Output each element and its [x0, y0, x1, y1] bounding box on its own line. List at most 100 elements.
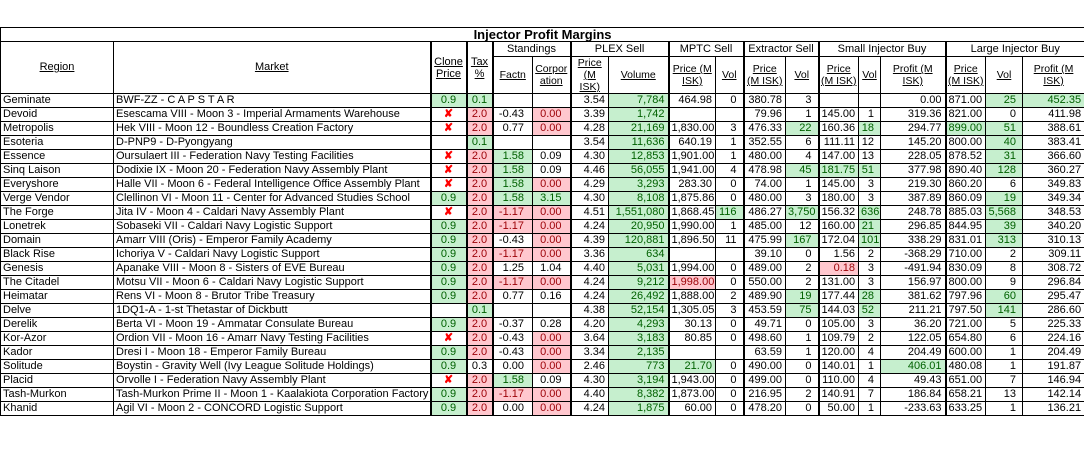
- cell-market[interactable]: Agil VI - Moon 2 - CONCORD Logistic Supp…: [114, 402, 431, 416]
- cell-extractor-vol[interactable]: 0: [786, 318, 819, 332]
- cell-mptc-vol[interactable]: [716, 346, 744, 360]
- cell-plex-volume[interactable]: 21,169: [609, 122, 669, 136]
- cell-market[interactable]: Apanake VIII - Moon 8 - Sisters of EVE B…: [114, 262, 431, 276]
- cell-extractor-vol[interactable]: 75: [786, 304, 819, 318]
- cell-small-profit-misk[interactable]: -491.94: [881, 262, 946, 276]
- cell-extractor-vol[interactable]: 3,750: [786, 206, 819, 220]
- cell-mptc-price-misk[interactable]: 464.98: [669, 94, 716, 108]
- cell-small-vol[interactable]: 52: [859, 304, 881, 318]
- cell-small-vol[interactable]: 3: [859, 318, 881, 332]
- group-header-mptc-sell[interactable]: MPTC Sell: [669, 42, 744, 57]
- cell-plex-volume[interactable]: 4,293: [609, 318, 669, 332]
- cell-region[interactable]: The Citadel: [1, 276, 114, 290]
- cell-large-vol[interactable]: 19: [986, 192, 1023, 206]
- cell-plex-volume[interactable]: 120,881: [609, 234, 669, 248]
- cell-tax-pct[interactable]: 2.0: [467, 150, 493, 164]
- cell-plex-price-misk[interactable]: 3.39: [571, 108, 609, 122]
- cell-small-vol[interactable]: 21: [859, 220, 881, 234]
- cell-plex-price-misk[interactable]: 3.34: [571, 346, 609, 360]
- cell-extractor-vol[interactable]: 1: [786, 108, 819, 122]
- cell-plex-volume[interactable]: 8,382: [609, 388, 669, 402]
- cell-standing-corporation[interactable]: 0.00: [533, 360, 571, 374]
- cell-tax-pct[interactable]: 2.0: [467, 220, 493, 234]
- cell-plex-volume[interactable]: 12,853: [609, 150, 669, 164]
- cell-plex-volume[interactable]: 3,183: [609, 332, 669, 346]
- cell-plex-price-misk[interactable]: 4.20: [571, 318, 609, 332]
- cell-region[interactable]: Devoid: [1, 108, 114, 122]
- cell-small-profit-misk[interactable]: 406.01: [881, 360, 946, 374]
- cell-mptc-price-misk[interactable]: 1,994.00: [669, 262, 716, 276]
- cell-large-vol[interactable]: 31: [986, 150, 1023, 164]
- cell-large-price-misk[interactable]: 797.50: [946, 304, 986, 318]
- cell-clone-price[interactable]: 0.9: [431, 220, 467, 234]
- cell-small-vol[interactable]: 1: [859, 360, 881, 374]
- cell-extractor-vol[interactable]: 3: [786, 192, 819, 206]
- cell-large-profit-misk[interactable]: 349.83: [1023, 178, 1084, 192]
- cell-large-vol[interactable]: 13: [986, 388, 1023, 402]
- cell-standing-corporation[interactable]: 0.00: [533, 220, 571, 234]
- cell-region[interactable]: Kor-Azor: [1, 332, 114, 346]
- cell-standing-faction[interactable]: 1.58: [493, 164, 533, 178]
- cell-standing-corporation[interactable]: 1.04: [533, 262, 571, 276]
- cell-plex-price-misk[interactable]: 4.29: [571, 178, 609, 192]
- cell-plex-volume[interactable]: 8,108: [609, 192, 669, 206]
- cell-small-price-misk[interactable]: 172.04: [819, 234, 859, 248]
- cell-standing-corporation[interactable]: 0.00: [533, 388, 571, 402]
- cell-small-profit-misk[interactable]: 377.98: [881, 164, 946, 178]
- cell-tax-pct[interactable]: 2.0: [467, 276, 493, 290]
- cell-large-profit-misk[interactable]: 411.98: [1023, 108, 1084, 122]
- cell-large-price-misk[interactable]: 800.00: [946, 136, 986, 150]
- cell-clone-price[interactable]: ✘: [431, 150, 467, 164]
- cell-large-vol[interactable]: 128: [986, 164, 1023, 178]
- cell-small-vol[interactable]: 18: [859, 122, 881, 136]
- cell-small-profit-misk[interactable]: 219.30: [881, 178, 946, 192]
- cell-large-profit-misk[interactable]: 452.35: [1023, 94, 1084, 108]
- cell-extractor-price-misk[interactable]: 480.00: [744, 150, 786, 164]
- cell-clone-price[interactable]: [431, 304, 467, 318]
- cell-tax-pct[interactable]: 0.1: [467, 94, 493, 108]
- cell-extractor-vol[interactable]: 45: [786, 164, 819, 178]
- cell-plex-price-misk[interactable]: 4.24: [571, 220, 609, 234]
- cell-standing-corporation[interactable]: 0.00: [533, 178, 571, 192]
- cell-plex-price-misk[interactable]: 4.30: [571, 192, 609, 206]
- cell-region[interactable]: Genesis: [1, 262, 114, 276]
- cell-plex-volume[interactable]: 5,031: [609, 262, 669, 276]
- cell-extractor-price-misk[interactable]: 476.33: [744, 122, 786, 136]
- col-header-extractor-vol[interactable]: Vol: [786, 57, 819, 94]
- cell-small-profit-misk[interactable]: 381.62: [881, 290, 946, 304]
- cell-large-profit-misk[interactable]: 340.20: [1023, 220, 1084, 234]
- cell-mptc-price-misk[interactable]: 1,990.00: [669, 220, 716, 234]
- cell-region[interactable]: Essence: [1, 150, 114, 164]
- cell-plex-price-misk[interactable]: 4.40: [571, 262, 609, 276]
- cell-clone-price[interactable]: 0.9: [431, 234, 467, 248]
- cell-region[interactable]: Delve: [1, 304, 114, 318]
- cell-extractor-price-misk[interactable]: 49.71: [744, 318, 786, 332]
- cell-mptc-vol[interactable]: 0: [716, 318, 744, 332]
- cell-large-profit-misk[interactable]: 224.16: [1023, 332, 1084, 346]
- cell-mptc-vol[interactable]: 0: [716, 276, 744, 290]
- cell-mptc-price-misk[interactable]: 1,943.00: [669, 374, 716, 388]
- cell-extractor-vol[interactable]: 22: [786, 122, 819, 136]
- cell-small-vol[interactable]: 13: [859, 150, 881, 164]
- col-header-large-price[interactable]: Price (M ISK): [946, 57, 986, 94]
- cell-small-price-misk[interactable]: 1.56: [819, 248, 859, 262]
- cell-tax-pct[interactable]: 2.0: [467, 262, 493, 276]
- cell-large-price-misk[interactable]: 721.00: [946, 318, 986, 332]
- cell-extractor-price-misk[interactable]: 380.78: [744, 94, 786, 108]
- cell-large-price-misk[interactable]: 831.01: [946, 234, 986, 248]
- cell-plex-price-misk[interactable]: 4.46: [571, 164, 609, 178]
- cell-plex-price-misk[interactable]: 4.40: [571, 388, 609, 402]
- cell-market[interactable]: 1DQ1-A - 1-st Thetastar of Dickbutt: [114, 304, 431, 318]
- cell-large-profit-misk[interactable]: 142.14: [1023, 388, 1084, 402]
- cell-market[interactable]: Ordion VII - Moon 16 - Amarr Navy Testin…: [114, 332, 431, 346]
- cell-extractor-vol[interactable]: 0: [786, 374, 819, 388]
- cell-small-price-misk[interactable]: 140.91: [819, 388, 859, 402]
- cell-extractor-price-misk[interactable]: 480.00: [744, 192, 786, 206]
- cell-standing-faction[interactable]: -0.43: [493, 346, 533, 360]
- cell-mptc-vol[interactable]: 0: [716, 262, 744, 276]
- cell-small-price-misk[interactable]: 180.00: [819, 192, 859, 206]
- group-header-large-injector-buy[interactable]: Large Injector Buy: [946, 42, 1084, 57]
- cell-standing-faction[interactable]: 1.25: [493, 262, 533, 276]
- cell-large-price-misk[interactable]: 871.00: [946, 94, 986, 108]
- cell-plex-price-misk[interactable]: 4.28: [571, 122, 609, 136]
